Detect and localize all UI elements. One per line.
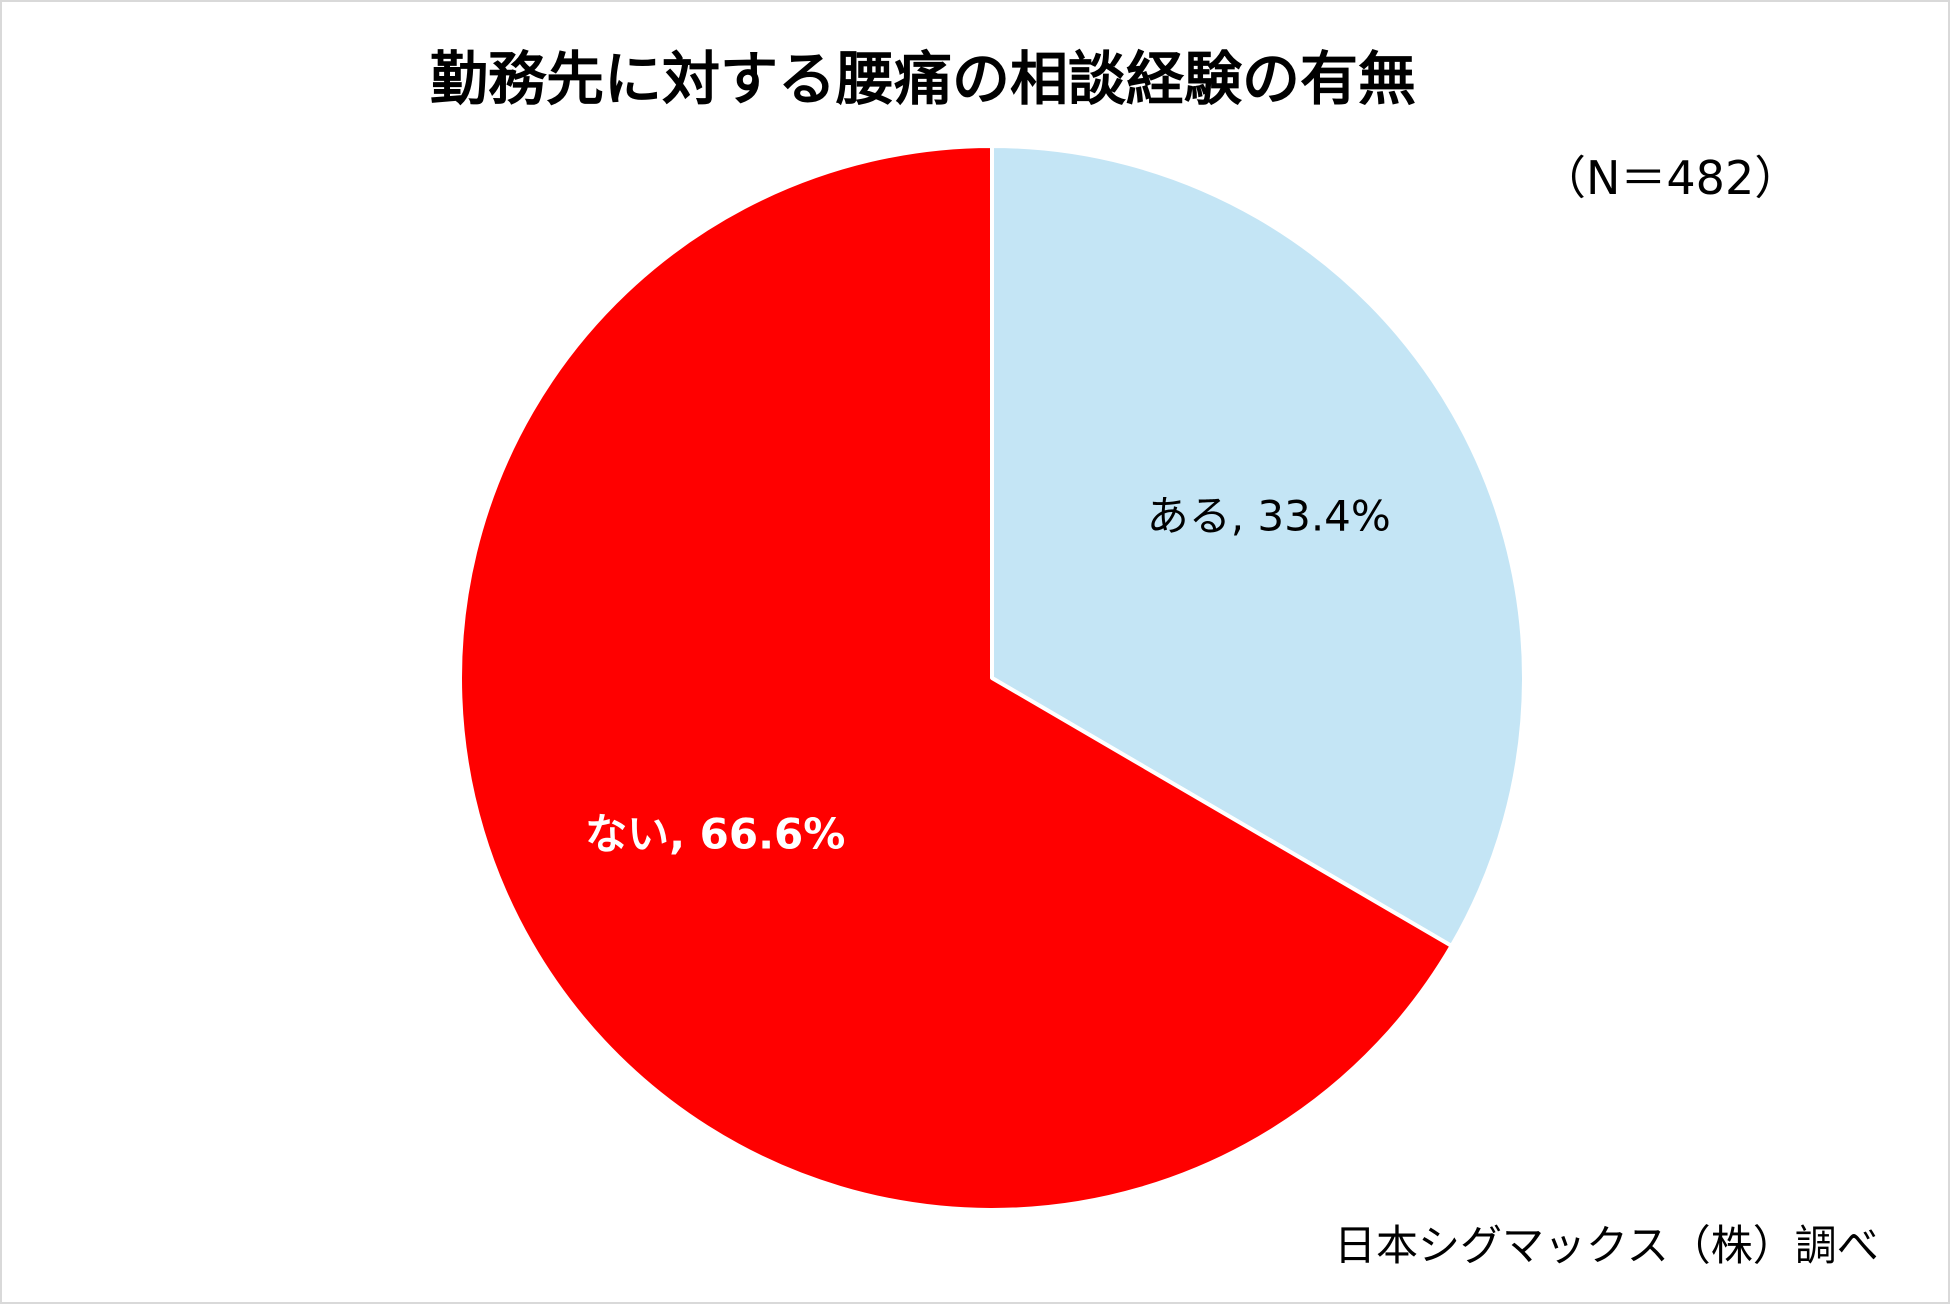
data-label-aru: ある, 33.4% (1147, 491, 1391, 540)
pie-slice-nai (458, 144, 1454, 1212)
sample-size-note: （N＝482） (1540, 151, 1801, 205)
pie-slice-aru (990, 144, 1526, 948)
chart-title: 勤務先に対する腰痛の相談経験の有無 (430, 45, 1417, 113)
source-note: 日本シグマックス（株）調べ (1334, 1221, 1879, 1270)
data-label-nai: ない, 66.6% (585, 810, 845, 859)
